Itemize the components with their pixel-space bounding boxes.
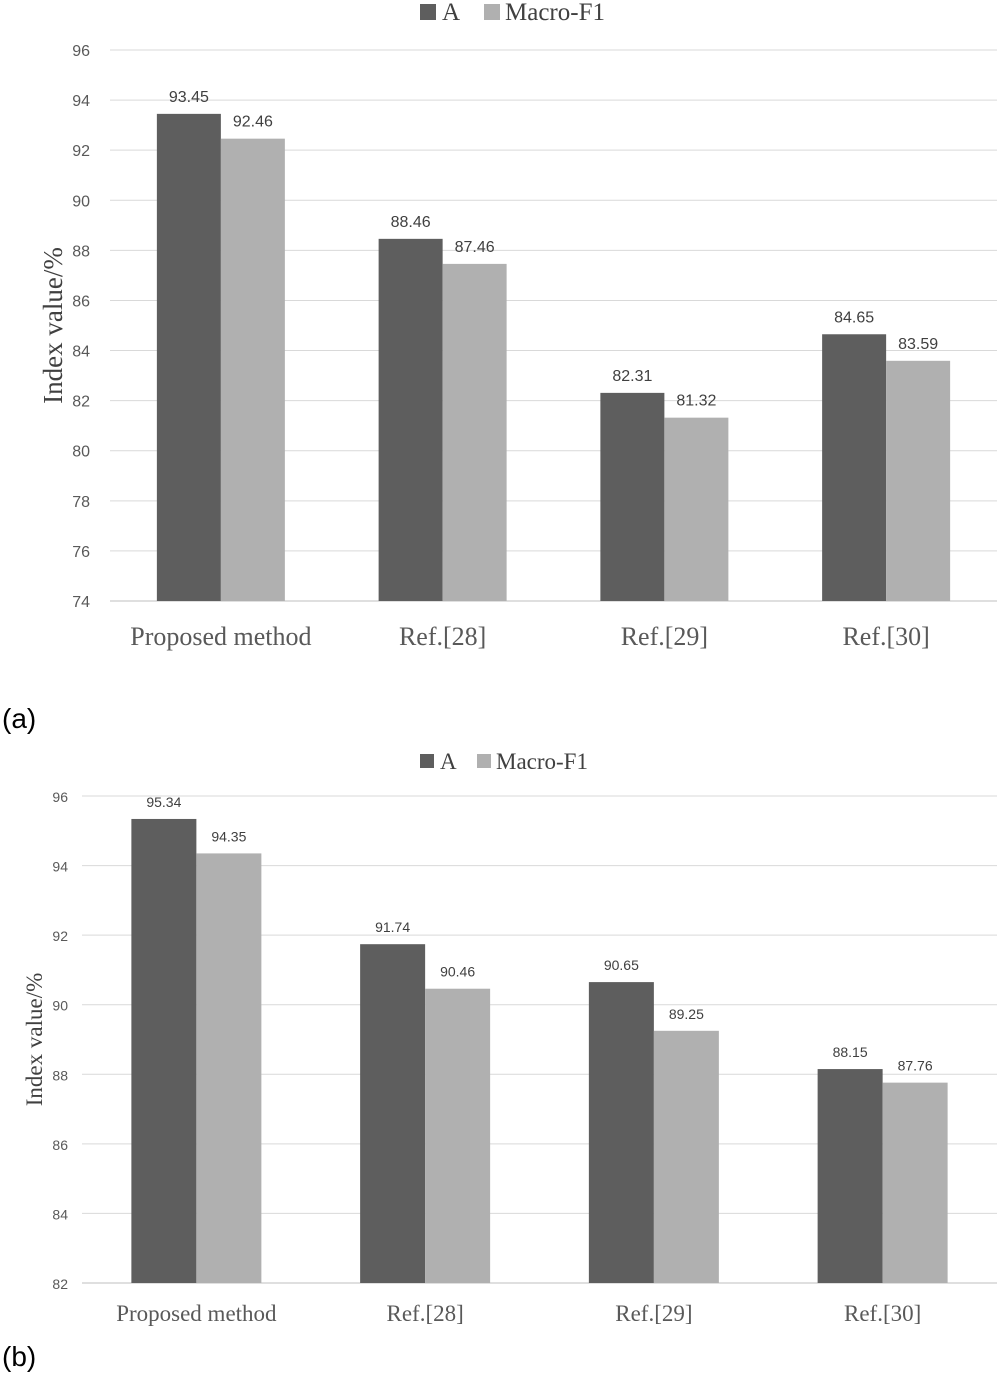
data-label: 84.65	[834, 309, 874, 326]
data-label: 87.46	[455, 239, 495, 256]
y-tick-label: 78	[72, 494, 90, 511]
legend-swatch-a	[420, 754, 434, 768]
panel-label: (b)	[2, 1341, 36, 1372]
y-tick-label: 94	[72, 93, 90, 110]
data-label: 94.35	[211, 828, 246, 844]
category-label: Proposed method	[130, 622, 311, 651]
chart-a: 74 76 78 80 82 84 86 88 90 92 94 96 Index value/% 93.…	[2, 0, 997, 734]
bar-macro-f1	[425, 988, 491, 1283]
category-label: Ref.[28]	[399, 622, 486, 651]
data-label: 90.46	[440, 964, 475, 980]
bar-a	[360, 944, 426, 1283]
bar-macro-f1	[196, 853, 262, 1283]
data-label: 87.76	[898, 1058, 933, 1074]
y-tick-label: 92	[72, 143, 90, 160]
legend-label-macro-f1: Macro-F1	[496, 749, 588, 774]
y-tick-label: 90	[52, 998, 68, 1014]
bar-a	[600, 392, 665, 601]
bar-macro-f1	[886, 360, 951, 601]
data-label: 81.32	[676, 393, 716, 410]
category-label: Proposed method	[116, 1301, 277, 1326]
y-tick-label: 84	[72, 344, 90, 361]
data-label: 92.46	[233, 114, 273, 131]
y-tick-label: 86	[72, 293, 90, 310]
data-label: 83.59	[898, 336, 938, 353]
y-axis-title: Index value/%	[22, 973, 47, 1106]
y-tick-label: 96	[52, 789, 68, 805]
bar-a	[378, 238, 443, 602]
data-label: 90.65	[604, 957, 639, 973]
bar-a	[588, 982, 654, 1283]
bar-a	[131, 818, 197, 1283]
y-tick-label: 82	[72, 394, 90, 411]
legend-label-a: A	[440, 749, 457, 774]
bar-a	[822, 334, 887, 601]
bar-macro-f1	[664, 417, 729, 601]
y-tick-label: 86	[52, 1137, 68, 1153]
data-label: 95.34	[146, 794, 181, 810]
category-label: Ref.[30]	[842, 622, 929, 651]
y-tick-label: 88	[52, 1067, 68, 1083]
y-tick-label: 80	[72, 444, 90, 461]
y-tick-label: 94	[52, 859, 68, 875]
data-label: 91.74	[375, 919, 410, 935]
legend-label-macro-f1: Macro-F1	[505, 0, 605, 26]
chart-b: 82 84 86 88 90 92 94 96 Index value/% 95.34 94.35 P…	[2, 749, 997, 1372]
data-label: 82.31	[612, 368, 652, 385]
category-label: Ref.[28]	[386, 1301, 463, 1326]
y-tick-label: 84	[52, 1206, 68, 1222]
data-label: 89.25	[669, 1006, 704, 1022]
y-axis-title: Index value/%	[38, 247, 68, 404]
y-tick-label: 90	[72, 193, 90, 210]
y-tick-label: 82	[52, 1276, 68, 1292]
y-tick-label: 88	[72, 243, 90, 260]
bar-macro-f1	[220, 138, 285, 602]
y-tick-label: 74	[72, 594, 90, 611]
y-tick-label: 76	[72, 544, 90, 561]
category-label: Ref.[30]	[844, 1301, 921, 1326]
category-label: Ref.[29]	[621, 622, 708, 651]
data-label: 88.15	[833, 1044, 868, 1060]
bar-macro-f1	[442, 263, 507, 601]
data-label: 93.45	[169, 89, 209, 106]
legend-swatch-macro-f1	[477, 754, 491, 768]
legend-label-a: A	[442, 0, 460, 26]
data-label: 88.46	[391, 214, 431, 231]
bar-macro-f1	[882, 1082, 948, 1283]
y-tick-label: 92	[52, 928, 68, 944]
bar-macro-f1	[653, 1030, 719, 1283]
category-label: Ref.[29]	[615, 1301, 692, 1326]
y-tick-label: 96	[72, 43, 90, 60]
legend-swatch-a	[420, 4, 436, 20]
panel-label: (a)	[2, 703, 36, 734]
legend-swatch-macro-f1	[484, 4, 500, 20]
bar-a	[156, 113, 221, 601]
bar-a	[817, 1069, 883, 1283]
